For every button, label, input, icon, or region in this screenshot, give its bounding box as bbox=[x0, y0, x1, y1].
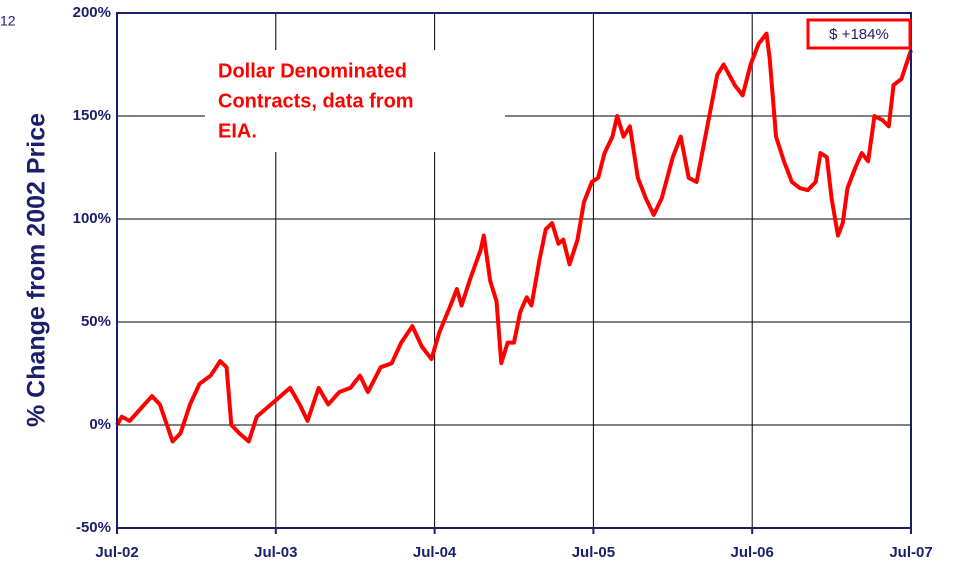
x-tick-label: Jul-02 bbox=[95, 544, 138, 561]
y-tick-label: 50% bbox=[81, 313, 111, 330]
plot-border bbox=[116, 12, 912, 529]
annotation: Contracts, data from bbox=[218, 90, 414, 112]
y-axis-title: % Change from 2002 Price bbox=[23, 113, 51, 427]
y-tick-label: 100% bbox=[73, 210, 111, 227]
x-tick-label: Jul-07 bbox=[889, 544, 932, 561]
y-tick-label: 200% bbox=[73, 4, 111, 21]
y-tick-label: 150% bbox=[73, 107, 111, 124]
annotation: Dollar Denominated bbox=[218, 60, 407, 82]
price-line bbox=[115, 31, 913, 444]
y-tick-label: 0% bbox=[89, 416, 111, 433]
x-tick-label: Jul-03 bbox=[254, 544, 297, 561]
annotation: EIA. bbox=[218, 120, 257, 142]
x-tick-label: Jul-05 bbox=[572, 544, 615, 561]
note-bg bbox=[205, 50, 505, 152]
value-box bbox=[806, 18, 912, 50]
page-number: 12 bbox=[0, 13, 16, 29]
value-box-label: $ +184% bbox=[829, 26, 889, 43]
x-tick-label: Jul-06 bbox=[731, 544, 774, 561]
y-tick-label: -50% bbox=[76, 519, 111, 536]
x-tick-label: Jul-04 bbox=[413, 544, 457, 561]
